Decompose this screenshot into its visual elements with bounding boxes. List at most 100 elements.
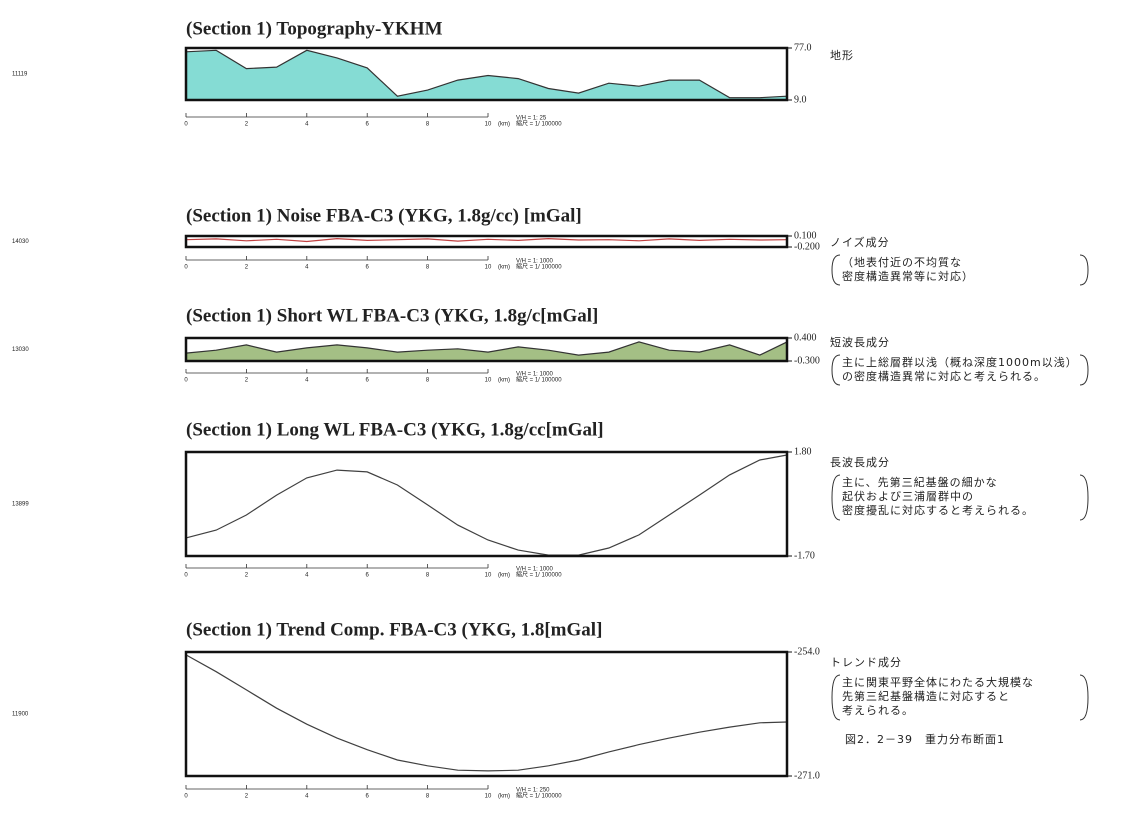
y-tick-label: -1.70: [794, 550, 815, 561]
bracket: [1079, 254, 1089, 286]
annotation: 長波長成分: [830, 456, 890, 469]
annotation: 密度擾乱に対応すると考えられる。: [842, 503, 1034, 517]
x-tick-label: 4: [305, 794, 309, 800]
annotation: 先第三紀基盤構造に対応すると: [842, 689, 1010, 703]
x-axis-label: (km): [498, 265, 510, 271]
x-tick-label: 8: [426, 378, 430, 384]
plot-frame: [184, 650, 789, 778]
annotation: 主に関東平野全体にわたる大規模な: [842, 675, 1034, 689]
side-label: 14030: [12, 239, 29, 245]
scale-note: V/H = 1: 1000: [516, 567, 554, 573]
bracket: [831, 254, 841, 286]
y-tick-label: 0.400: [794, 332, 817, 343]
x-axis-label: (km): [498, 794, 510, 800]
scale-note: V/H = 1: 25: [516, 116, 547, 122]
annotation: （地表付近の不均質な: [842, 255, 962, 269]
y-tick-label: 77.0: [794, 42, 812, 53]
y-tick-label: -0.200: [794, 241, 820, 252]
chart-title: (Section 1) Short WL FBA-C3 (YKG, 1.8g/c…: [186, 305, 598, 326]
scale-note: 縮尺 = 1/ 100000: [516, 376, 562, 384]
annotation: 短波長成分: [830, 335, 890, 349]
x-tick-label: 0: [184, 265, 188, 271]
side-label: 13030: [12, 347, 29, 353]
annotation: トレンド成分: [830, 656, 902, 669]
x-tick-label: 0: [184, 122, 188, 128]
chart-title: (Section 1) Topography-YKHM: [186, 18, 443, 39]
scale-note: V/H = 1: 1000: [516, 259, 554, 265]
scale-note: 縮尺 = 1/ 100000: [516, 792, 562, 800]
bracket: [1079, 674, 1089, 721]
x-axis-label: (km): [498, 573, 510, 579]
annotation: 主に、先第三紀基盤の細かな: [842, 475, 998, 489]
x-tick-label: 6: [366, 378, 370, 384]
profile-line: [185, 654, 788, 772]
annotation: ノイズ成分: [830, 235, 890, 249]
annotation: 起伏および三浦層群中の: [842, 489, 974, 503]
x-tick-label: 10: [485, 794, 492, 800]
bracket: [831, 474, 841, 521]
annotation: 密度構造異常等に対応）: [842, 269, 974, 283]
x-tick-label: 4: [305, 573, 309, 579]
x-tick-label: 0: [184, 378, 188, 384]
annotation: 主に上総層群以浅（概ね深度1000m以浅）: [842, 355, 1078, 369]
profile-line: [185, 49, 788, 99]
y-tick-label: 0.100: [794, 230, 817, 241]
x-tick-label: 4: [305, 122, 309, 128]
x-tick-label: 2: [245, 122, 249, 128]
y-tick-label: 1.80: [794, 446, 812, 457]
bracket: [1079, 474, 1089, 521]
chart-title: (Section 1) Noise FBA-C3 (YKG, 1.8g/cc) …: [186, 205, 582, 226]
scale-note: 縮尺 = 1/ 100000: [516, 571, 562, 579]
y-tick-label: -0.300: [794, 355, 820, 366]
x-tick-label: 10: [485, 122, 492, 128]
annotation: 考えられる。: [842, 704, 914, 717]
scale-note: V/H = 1: 250: [516, 788, 550, 794]
x-tick-label: 10: [485, 573, 492, 579]
x-tick-label: 6: [366, 122, 370, 128]
profile-line: [185, 341, 788, 356]
x-axis-label: (km): [498, 378, 510, 384]
bracket: [831, 354, 841, 386]
x-tick-label: 8: [426, 265, 430, 271]
x-axis-label: (km): [498, 122, 510, 128]
side-label: 13899: [12, 502, 29, 508]
scale-note: V/H = 1: 1000: [516, 372, 554, 378]
y-tick-label: -271.0: [794, 770, 820, 781]
x-tick-label: 0: [184, 794, 188, 800]
y-tick-label: 9.0: [794, 94, 807, 105]
plot-frame: [184, 336, 789, 363]
profile-line: [185, 454, 788, 556]
plot-frame: [184, 234, 789, 249]
scale-note: 縮尺 = 1/ 100000: [516, 120, 562, 128]
annotation: 地形: [830, 49, 854, 62]
x-tick-label: 2: [245, 265, 249, 271]
chart-title: (Section 1) Long WL FBA-C3 (YKG, 1.8g/cc…: [186, 419, 604, 440]
x-tick-label: 2: [245, 378, 249, 384]
x-tick-label: 0: [184, 573, 188, 579]
x-tick-label: 2: [245, 794, 249, 800]
profile-area: [186, 341, 787, 361]
x-tick-label: 10: [485, 378, 492, 384]
plot-frame: [184, 450, 789, 558]
caption: 図2．2－39 重力分布断面1: [845, 732, 1005, 746]
side-label: 11119: [12, 72, 28, 78]
x-tick-label: 8: [426, 573, 430, 579]
x-tick-label: 6: [366, 265, 370, 271]
plot-frame: [184, 46, 789, 102]
side-label: 11900: [12, 712, 29, 718]
x-tick-label: 8: [426, 794, 430, 800]
x-tick-label: 2: [245, 573, 249, 579]
x-tick-label: 4: [305, 265, 309, 271]
x-tick-label: 6: [366, 573, 370, 579]
scale-note: 縮尺 = 1/ 100000: [516, 263, 562, 271]
chart-title: (Section 1) Trend Comp. FBA-C3 (YKG, 1.8…: [186, 619, 602, 640]
x-tick-label: 10: [485, 265, 492, 271]
y-tick-label: -254.0: [794, 646, 820, 657]
annotation: の密度構造異常に対応と考えられる。: [842, 369, 1046, 383]
bracket: [1079, 354, 1089, 386]
x-tick-label: 6: [366, 794, 370, 800]
bracket: [831, 674, 841, 721]
profile-area: [186, 50, 787, 100]
x-tick-label: 4: [305, 378, 309, 384]
